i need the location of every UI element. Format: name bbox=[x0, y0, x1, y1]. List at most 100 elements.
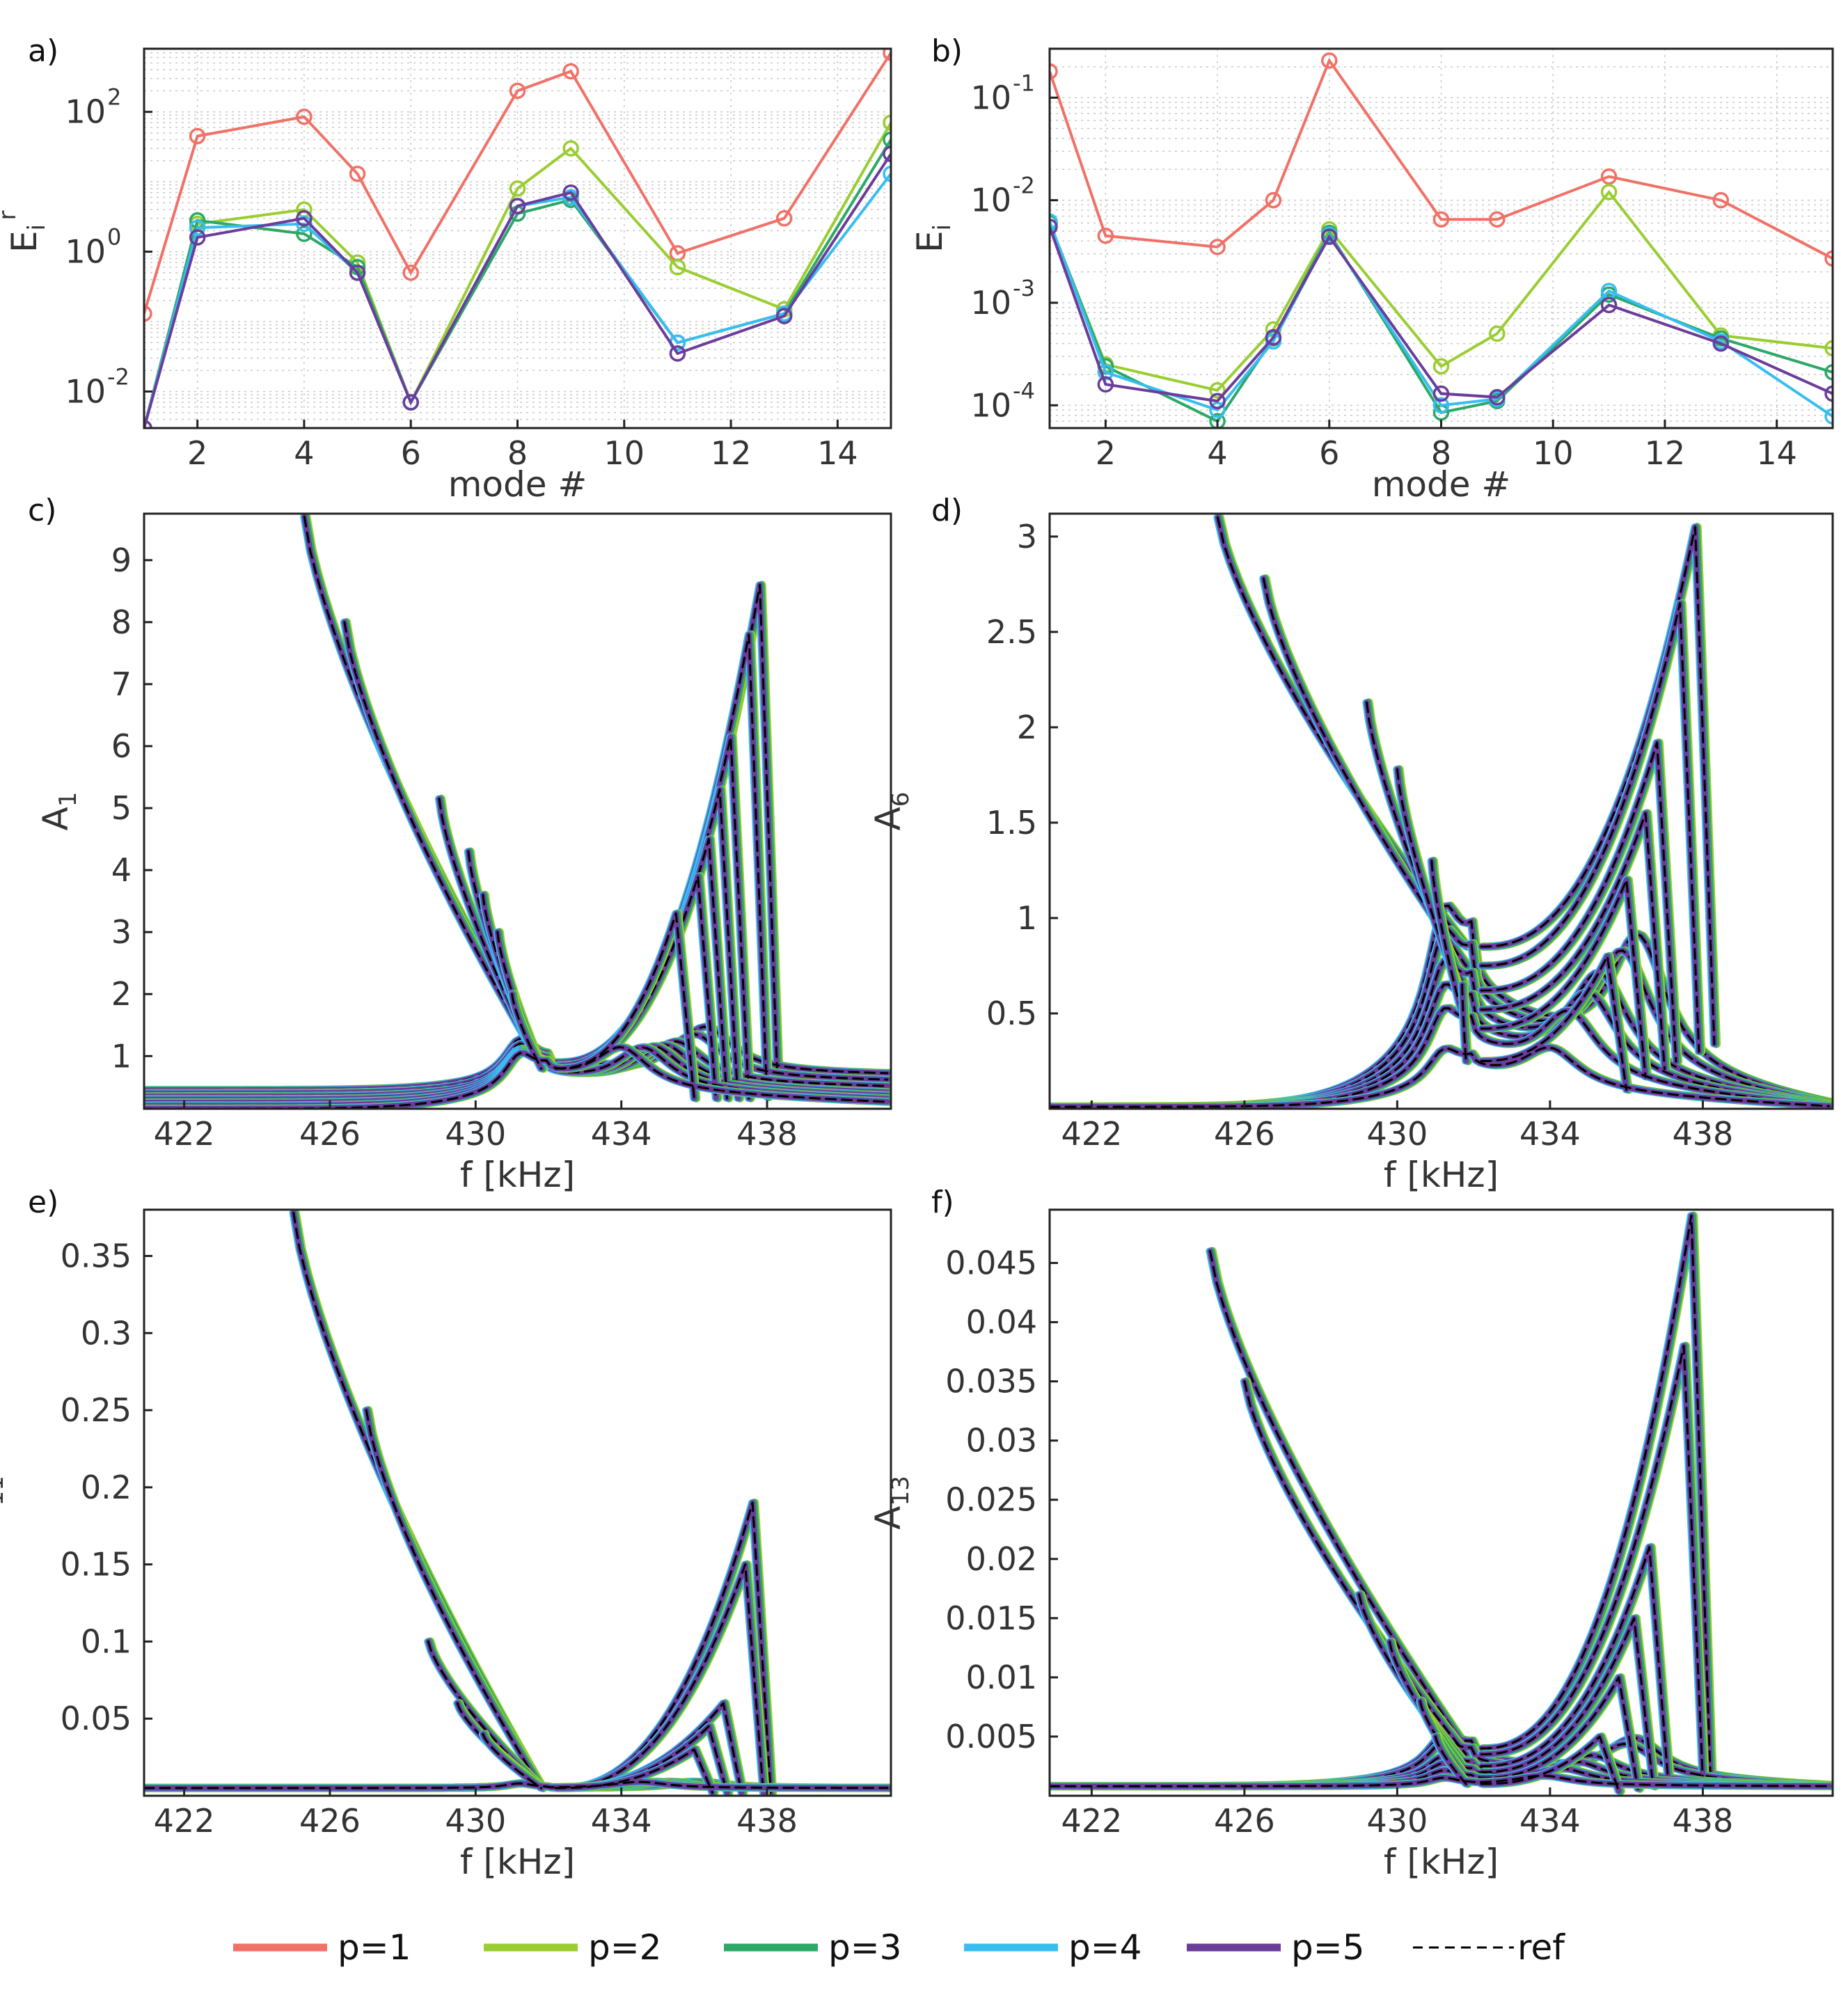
y-tick-label: 10 bbox=[65, 93, 106, 131]
curve-ref bbox=[1208, 1250, 1467, 1750]
y-axis-label: Ei bbox=[910, 224, 956, 253]
x-tick-label: 430 bbox=[445, 1802, 506, 1840]
data-point-p1 bbox=[562, 63, 579, 80]
data-b bbox=[1050, 52, 1833, 428]
curve-ref bbox=[1461, 983, 1467, 1062]
y-tick-label: 8 bbox=[111, 603, 132, 641]
x-tick-label: 6 bbox=[401, 434, 421, 472]
data-point-p3 bbox=[883, 131, 891, 148]
axes-frame-f bbox=[1048, 1208, 1834, 1797]
data-point-p3 bbox=[1824, 364, 1833, 381]
y-tick-exponent: 2 bbox=[107, 84, 121, 111]
y-tick-base: 10 bbox=[65, 233, 106, 271]
curve-ref bbox=[144, 1045, 889, 1109]
x-tick-label: 422 bbox=[154, 1802, 215, 1840]
data-point-p1 bbox=[1265, 191, 1282, 209]
series-line-p5 bbox=[1050, 226, 1833, 403]
data-point-p4 bbox=[1050, 213, 1058, 230]
data-point-p5 bbox=[1824, 385, 1833, 402]
y-axis-label-group: A1 bbox=[35, 792, 82, 831]
y-axis-label-main: E bbox=[4, 230, 45, 253]
data-point-p5 bbox=[669, 345, 686, 362]
y-tick-label: 1 bbox=[111, 1037, 132, 1075]
y-tick-label: 0.015 bbox=[945, 1599, 1037, 1637]
data-e bbox=[144, 1210, 891, 1796]
data-point-p5 bbox=[562, 184, 579, 201]
x-axis-label: f [kHz] bbox=[460, 1155, 575, 1195]
curve-ref bbox=[365, 1409, 543, 1789]
y-tick-label: 0.5 bbox=[986, 995, 1037, 1032]
y-tick-label: 0.35 bbox=[61, 1237, 132, 1274]
y-tick-label: 2.5 bbox=[986, 613, 1037, 651]
series-line-p3 bbox=[144, 139, 891, 428]
data-point-p1 bbox=[1600, 168, 1618, 185]
panel-e: 422 426 430 434 438 0.05 0.1 0.15 0.2 0.25 0.3 0.35… bbox=[0, 1185, 892, 1882]
curve-ref bbox=[292, 1211, 543, 1789]
legend-label-p2: p=2 bbox=[588, 1927, 661, 1968]
x-tick-label: 438 bbox=[1673, 1115, 1734, 1153]
curve-ref bbox=[1434, 1735, 1467, 1785]
x-tick-label: 12 bbox=[711, 434, 752, 472]
y-tick-label: 0.025 bbox=[945, 1481, 1037, 1519]
data-point-p5 bbox=[883, 145, 891, 162]
x-tick-label: 6 bbox=[1319, 434, 1339, 472]
curve-ref bbox=[1050, 1774, 1831, 1787]
curve-ref bbox=[1480, 1617, 1654, 1787]
grid-b bbox=[1050, 49, 1833, 429]
legend-label-p4: p=4 bbox=[1068, 1927, 1142, 1968]
curve-ref bbox=[1480, 812, 1666, 1070]
x-tick-label: 8 bbox=[507, 434, 528, 472]
y-axis-label-main: A bbox=[868, 1506, 908, 1530]
y-axis-label-group: Ei bbox=[910, 224, 956, 253]
curve-ref bbox=[1480, 878, 1647, 1078]
y-tick-label: 3 bbox=[111, 913, 132, 951]
y-tick-base: 10 bbox=[970, 182, 1011, 219]
data-point-p1 bbox=[402, 264, 419, 281]
data-point-p1 bbox=[1489, 211, 1506, 228]
curve-ref bbox=[1480, 526, 1716, 1045]
legend-label-p3: p=3 bbox=[828, 1927, 901, 1968]
data-point-p2 bbox=[562, 140, 579, 157]
data-point-p1 bbox=[349, 165, 366, 182]
curve-ref bbox=[1480, 1345, 1704, 1780]
x-tick-label: 426 bbox=[299, 1802, 361, 1840]
data-point-p2 bbox=[1432, 358, 1450, 375]
legend-label-p5: p=5 bbox=[1291, 1927, 1364, 1968]
x-tick-label: 430 bbox=[445, 1115, 506, 1153]
data-point-p5 bbox=[1050, 219, 1058, 235]
x-tick-label: 8 bbox=[1431, 434, 1451, 472]
series-line-p4 bbox=[1050, 221, 1833, 418]
x-tick-label: 438 bbox=[1673, 1802, 1734, 1840]
data-point-p5 bbox=[1209, 393, 1226, 409]
x-tick-label: 422 bbox=[1061, 1802, 1122, 1840]
data-d bbox=[1050, 514, 1833, 1109]
grid-a bbox=[144, 48, 891, 429]
y-tick-label: 10 bbox=[65, 233, 106, 271]
y-tick-label: 10 bbox=[970, 79, 1011, 116]
legend-label-ref: ref bbox=[1517, 1927, 1565, 1968]
y-tick-exponent: -1 bbox=[1013, 70, 1035, 96]
y-axis-label-sub: 1 bbox=[54, 792, 82, 807]
y-tick-exponent: -2 bbox=[107, 363, 129, 390]
curve-p4 bbox=[289, 1210, 544, 1792]
data-point-p4 bbox=[562, 189, 579, 206]
y-axis-label-main: A bbox=[868, 807, 908, 830]
y-tick-label: 4 bbox=[111, 851, 132, 889]
curve-ref bbox=[511, 993, 543, 1070]
data-point-p1 bbox=[144, 305, 152, 322]
y-axis-label: A11 bbox=[0, 1476, 9, 1529]
legend: p=1 p=2 p=3 p=4 p=5 ref bbox=[233, 1927, 1565, 1968]
data-point-p5 bbox=[1432, 385, 1450, 402]
curve-ref bbox=[1480, 1735, 1620, 1792]
curve-ref bbox=[554, 1748, 714, 1794]
y-axis-label-group: A6 bbox=[868, 792, 915, 831]
y-tick-label: 0.3 bbox=[81, 1314, 132, 1352]
y-axis-label-group: A13 bbox=[868, 1476, 915, 1529]
data-point-p1 bbox=[1432, 211, 1450, 228]
data-point-p1 bbox=[1097, 227, 1114, 244]
y-tick-label: 10 bbox=[970, 386, 1011, 424]
x-tick-label: 438 bbox=[736, 1802, 798, 1840]
y-axis-label-sub: i bbox=[23, 224, 51, 230]
data-c bbox=[144, 514, 891, 1109]
